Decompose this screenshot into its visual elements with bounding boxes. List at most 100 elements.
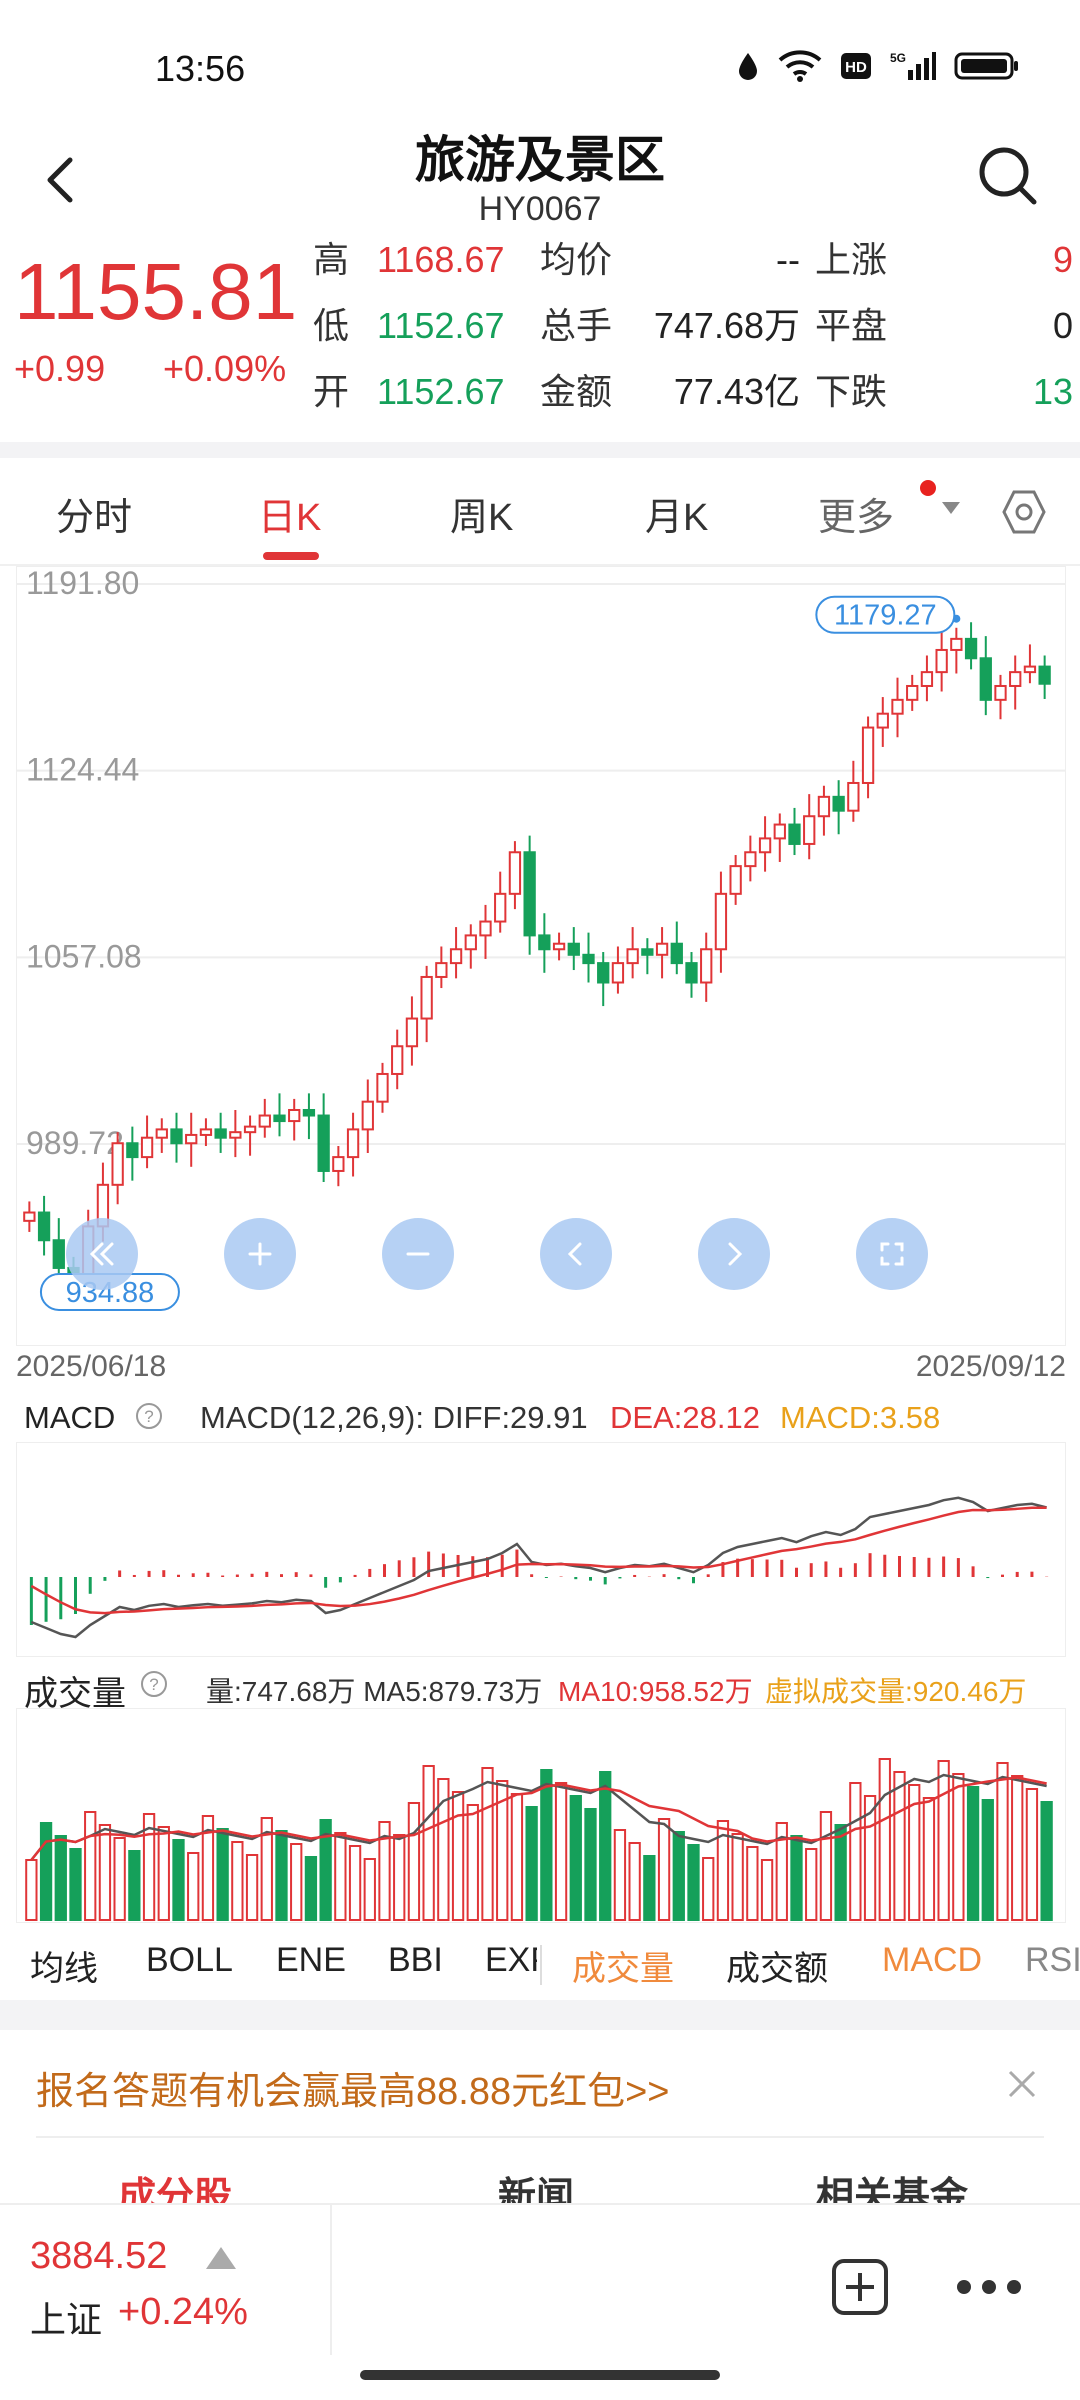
tab-more[interactable]: 更多 xyxy=(818,497,895,539)
search-button[interactable] xyxy=(976,144,1040,208)
settings-hex-icon[interactable] xyxy=(1000,488,1048,536)
pan-left-button-bg[interactable] xyxy=(540,1218,612,1290)
candle-body xyxy=(52,1239,65,1269)
volume-bar xyxy=(393,1834,406,1921)
status-icons: HD 5G xyxy=(736,50,1020,82)
volume-bar xyxy=(422,1765,435,1921)
fall-count: 13 xyxy=(1032,371,1073,412)
candle-body xyxy=(817,795,831,818)
volume-bar xyxy=(878,1758,891,1921)
promo-banner[interactable]: 报名答题有机会赢最高88.88元红包>> xyxy=(36,2071,670,2113)
indicator-ene[interactable]: ENE xyxy=(276,1941,346,1979)
volume-chart[interactable] xyxy=(16,1708,1066,1923)
volume-bar xyxy=(510,1793,524,1921)
rewind-button[interactable] xyxy=(66,1218,138,1290)
tab-related-funds[interactable]: 相关基金 xyxy=(816,2176,969,2205)
candle-body xyxy=(23,1211,36,1222)
svg-text:HD: HD xyxy=(845,59,867,76)
pan-left-button-icon[interactable] xyxy=(567,1242,582,1266)
macd-chart[interactable] xyxy=(16,1442,1066,1657)
candle-body xyxy=(685,962,698,984)
tab-news[interactable]: 新闻 xyxy=(498,2176,575,2205)
candle-body xyxy=(655,942,669,956)
candle-body xyxy=(140,1136,154,1159)
candle-body xyxy=(317,1114,330,1172)
virtual-volume: 虚拟成交量:920.46万 xyxy=(765,1676,1027,1707)
volume-bar xyxy=(39,1822,53,1921)
indicator-boll[interactable]: BOLL xyxy=(146,1941,233,1979)
candle-body xyxy=(935,648,948,674)
indicator-ma[interactable]: 均线 xyxy=(30,1950,98,1988)
indicator-separator xyxy=(540,1945,542,1985)
add-watchlist-icon[interactable] xyxy=(830,2257,890,2317)
volume-bar xyxy=(245,1854,259,1921)
price-change: +0.99 xyxy=(14,348,106,389)
candle-body xyxy=(405,1017,419,1048)
tab-intraday[interactable]: 分时 xyxy=(56,497,133,539)
low-label: 低 xyxy=(313,305,350,346)
chart-frame xyxy=(16,566,1066,1346)
indicator-bbi[interactable]: BBI xyxy=(388,1941,443,1979)
more-icon[interactable] xyxy=(954,2275,1024,2299)
fullscreen-button[interactable] xyxy=(856,1218,928,1290)
tab-monthly-k[interactable]: 月K xyxy=(645,497,709,539)
bottom-separator xyxy=(330,2205,332,2355)
candle-body xyxy=(803,815,816,845)
zoom-out-button[interactable] xyxy=(382,1218,454,1290)
fullscreen-button-bg[interactable] xyxy=(856,1218,928,1290)
pan-right-button-bg[interactable] xyxy=(698,1218,770,1290)
candle-body xyxy=(361,1100,374,1131)
dropdown-caret-icon[interactable] xyxy=(940,500,962,516)
volume-ma5: 量:747.68万 MA5:879.73万 xyxy=(206,1676,543,1707)
open-label: 开 xyxy=(313,371,350,412)
pan-left-button[interactable] xyxy=(540,1218,612,1290)
volume-bar xyxy=(540,1769,553,1921)
volume-bar xyxy=(98,1824,112,1921)
pan-right-button-icon[interactable] xyxy=(728,1242,743,1266)
fullscreen-button-icon[interactable] xyxy=(880,1242,904,1266)
candle-body xyxy=(714,892,728,951)
zoom-in-button[interactable] xyxy=(224,1218,296,1290)
tab-constituents[interactable]: 成分股 xyxy=(118,2176,233,2205)
tab-daily-k[interactable]: 日K xyxy=(258,497,322,539)
tab-weekly-k[interactable]: 周K xyxy=(450,497,514,539)
candle-body xyxy=(567,942,580,956)
candle-body xyxy=(920,671,934,687)
zoom-in-button-icon[interactable] xyxy=(248,1242,272,1266)
volume-bar xyxy=(231,1841,244,1921)
volume-bar xyxy=(1011,1775,1024,1921)
volume-bar xyxy=(319,1819,332,1921)
index-value[interactable]: 3884.52 xyxy=(30,2235,168,2277)
indicator-volume[interactable]: 成交量 xyxy=(572,1950,674,1988)
volume-bar xyxy=(1040,1801,1053,1921)
indicator-expma[interactable]: EXPMA xyxy=(485,1941,537,1979)
content-tabs: 成分股 新闻 相关基金 xyxy=(0,2165,1080,2205)
page-title: 旅游及景区 xyxy=(415,132,665,188)
price-change-pct: +0.09% xyxy=(163,348,287,389)
back-button[interactable] xyxy=(40,150,80,210)
quote-col-3: 上涨 9 平盘 0 下跌 13 xyxy=(815,230,1073,428)
close-icon[interactable] xyxy=(1004,2066,1040,2102)
candle-body xyxy=(582,953,595,965)
volume-bar xyxy=(172,1839,185,1921)
period-tabs: 分时 日K 周K 月K 更多 xyxy=(0,458,1080,566)
y-axis-label: 989.72 xyxy=(26,1125,124,1161)
notification-dot xyxy=(920,480,936,496)
candle-body xyxy=(494,892,507,923)
rewind-button-icon[interactable] xyxy=(89,1242,114,1266)
help-icon-volume[interactable]: ? xyxy=(140,1670,168,1698)
indicator-macd[interactable]: MACD xyxy=(882,1941,983,1979)
pan-right-button[interactable] xyxy=(698,1218,770,1290)
candle-body xyxy=(1023,665,1037,674)
candle-body xyxy=(420,975,433,1020)
indicator-amount[interactable]: 成交额 xyxy=(726,1950,828,1988)
header: 旅游及景区 HY0067 xyxy=(0,120,1080,230)
volume-frame xyxy=(16,1708,1066,1923)
candle-body xyxy=(199,1128,213,1136)
dea-line xyxy=(30,1506,1047,1615)
candle-body xyxy=(538,934,551,951)
indicator-rsi[interactable]: RSI xyxy=(1025,1941,1080,1979)
candle-body xyxy=(861,726,875,784)
help-icon[interactable]: ? xyxy=(135,1402,163,1430)
